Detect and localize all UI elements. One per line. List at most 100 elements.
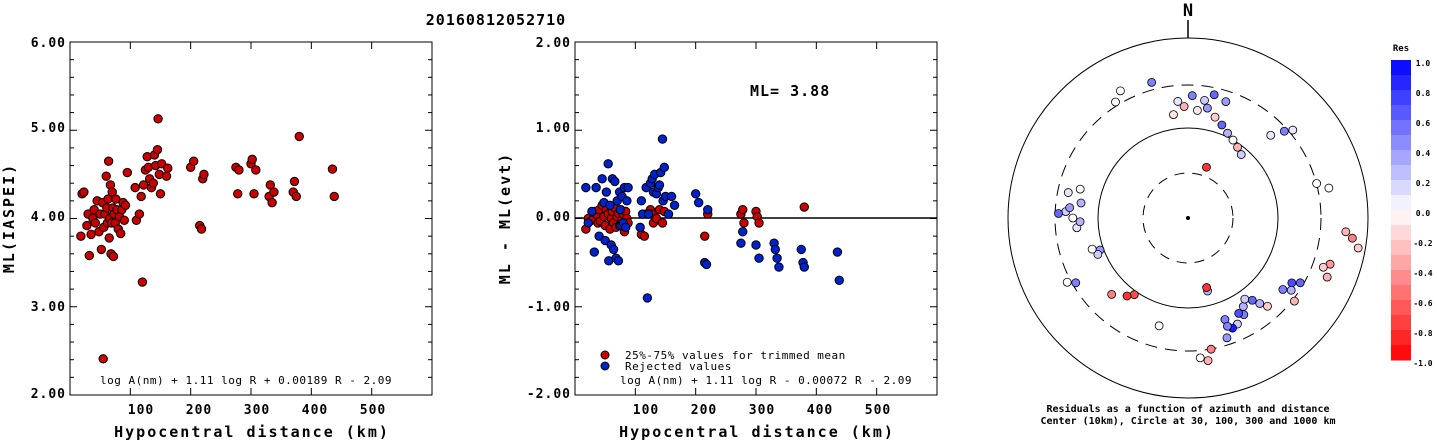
colorbar-cell bbox=[1391, 315, 1411, 331]
y-tick-label: 2.00 bbox=[31, 387, 66, 402]
residual-point bbox=[1075, 217, 1085, 227]
ml-annotation: ML= 3.88 bbox=[750, 82, 830, 100]
x-tick-label: 100 bbox=[633, 403, 659, 418]
residual-point bbox=[1286, 285, 1296, 295]
data-point bbox=[327, 164, 338, 174]
data-point bbox=[269, 187, 279, 197]
y-tick-labels: 6.00 5.00 4.00 3.00 2.00 bbox=[31, 36, 66, 402]
x-tick-label: 500 bbox=[360, 403, 386, 418]
colorbar-cell bbox=[1391, 150, 1411, 166]
colorbar-tick-label: 1.0 bbox=[1416, 59, 1431, 68]
colorbar-cell bbox=[1391, 345, 1411, 361]
residual-point bbox=[1087, 244, 1097, 254]
residual-point bbox=[1111, 97, 1120, 107]
data-point bbox=[832, 247, 843, 257]
colorbar-cell bbox=[1391, 255, 1411, 271]
data-point bbox=[79, 187, 89, 197]
residual-point bbox=[1234, 308, 1244, 318]
center-point bbox=[1186, 216, 1190, 220]
x-axis-label: Hypocentral distance (km) bbox=[619, 423, 895, 441]
residual-point bbox=[1209, 90, 1219, 100]
colorbar-cell bbox=[1391, 135, 1411, 151]
y-tick-label: 5.00 bbox=[31, 121, 66, 136]
data-point bbox=[152, 144, 163, 155]
residual-point bbox=[1223, 321, 1232, 331]
ring-1000km bbox=[1007, 37, 1369, 399]
data-point bbox=[76, 231, 86, 241]
y-tick-labels: 2.00 1.00 0.00 -1.00 -2.00 bbox=[527, 36, 571, 402]
residual-point bbox=[1279, 126, 1289, 136]
data-point bbox=[86, 229, 96, 240]
data-points bbox=[1054, 77, 1363, 365]
tick-marks bbox=[69, 41, 433, 396]
residual-point bbox=[1173, 97, 1183, 106]
residual-point bbox=[1266, 130, 1276, 140]
data-point bbox=[103, 156, 114, 166]
caption-line-2: Center (10km), Circle at 30, 100, 300 an… bbox=[1040, 415, 1335, 427]
residual-point bbox=[1221, 97, 1231, 106]
data-point bbox=[148, 178, 158, 188]
data-point bbox=[770, 244, 781, 255]
colorbar-cell bbox=[1391, 165, 1411, 181]
data-point bbox=[251, 165, 261, 175]
data-point bbox=[134, 209, 145, 219]
x-axis-label: Hypocentral distance (km) bbox=[114, 423, 390, 441]
colorbar-tick-label: -0.2 bbox=[1413, 239, 1432, 248]
residual-point bbox=[1217, 120, 1227, 130]
tick-marks bbox=[574, 41, 938, 396]
data-point bbox=[620, 222, 631, 233]
y-axis-label: ML - ML(evt) bbox=[496, 152, 514, 284]
residual-point bbox=[1341, 227, 1351, 237]
data-point bbox=[751, 240, 761, 250]
data-point bbox=[589, 247, 600, 257]
colorbar-tick-label: 0.6 bbox=[1416, 119, 1431, 128]
colorbar-cell bbox=[1391, 120, 1411, 136]
data-point bbox=[608, 244, 619, 255]
data-point bbox=[155, 189, 166, 199]
y-tick-label: 1.00 bbox=[536, 121, 571, 136]
colorbar-ticks: 1.0 0.8 0.6 0.4 0.2 0.0 -0.2 -0.4 -0.6 -0.8 -1.0 bbox=[1413, 59, 1432, 368]
data-point bbox=[82, 220, 92, 231]
residual-point bbox=[1054, 209, 1063, 218]
data-point bbox=[796, 244, 806, 255]
y-tick-label: 6.00 bbox=[31, 36, 66, 51]
data-point bbox=[799, 262, 809, 272]
data-point bbox=[329, 191, 339, 202]
figure-title: 20160812052710 bbox=[426, 11, 566, 29]
residual-point bbox=[1076, 198, 1086, 208]
data-point bbox=[233, 189, 243, 199]
residual-point bbox=[1223, 128, 1232, 138]
colorbar-cell bbox=[1391, 195, 1411, 211]
residual-point bbox=[1075, 184, 1085, 194]
residual-point bbox=[1195, 353, 1205, 363]
data-point bbox=[701, 259, 712, 270]
x-tick-label: 200 bbox=[186, 403, 212, 418]
residual-point bbox=[1187, 91, 1197, 101]
data-point bbox=[163, 163, 173, 173]
x-tick-label: 400 bbox=[807, 403, 833, 418]
residual-point bbox=[1353, 243, 1363, 253]
x-tick-labels: 100 200 300 400 500 bbox=[128, 403, 386, 418]
data-point bbox=[657, 218, 668, 228]
colorbar-tick-label: -0.6 bbox=[1413, 299, 1432, 308]
y-tick-label: -1.00 bbox=[527, 300, 571, 315]
y-tick-label: 4.00 bbox=[31, 210, 66, 225]
residual-point bbox=[1147, 77, 1157, 87]
data-point bbox=[754, 218, 764, 228]
residual-point bbox=[1203, 356, 1213, 365]
data-point bbox=[643, 209, 654, 219]
x-tick-label: 400 bbox=[302, 403, 328, 418]
colorbar-tick-label: -0.8 bbox=[1413, 329, 1432, 338]
colorbar-cell bbox=[1391, 75, 1411, 91]
legend-label-trimmed: 25%-75% values for trimmed mean bbox=[625, 349, 846, 362]
colorbar-tick-label: 0.2 bbox=[1416, 179, 1431, 188]
residual-point bbox=[1063, 188, 1073, 197]
data-point bbox=[294, 131, 304, 142]
residual-point bbox=[1065, 203, 1075, 213]
data-point bbox=[659, 162, 669, 173]
residual-point bbox=[1200, 95, 1209, 105]
residual-point bbox=[1238, 302, 1248, 311]
data-point bbox=[613, 256, 624, 266]
residual-point bbox=[1068, 213, 1078, 223]
colorbar-label: Res bbox=[1393, 44, 1409, 54]
